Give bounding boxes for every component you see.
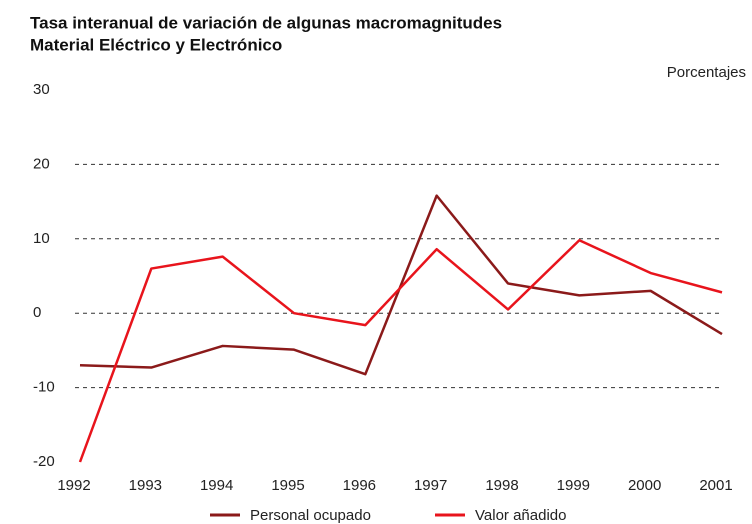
- x-tick-label: 1992: [57, 477, 90, 494]
- chart-subtitle: Material Eléctrico y Electrónico: [30, 35, 282, 54]
- x-tick-label: 1997: [414, 477, 447, 494]
- legend-label: Personal ocupado: [250, 507, 371, 524]
- series-line: [79, 194, 723, 376]
- x-tick-label: 1998: [485, 477, 518, 494]
- x-tick-label: 2000: [628, 477, 661, 494]
- x-tick-label: 1994: [200, 477, 233, 494]
- x-tick-label: 1996: [343, 477, 376, 494]
- series-line: [78, 239, 723, 463]
- x-tick-label: 1993: [129, 477, 162, 494]
- x-tick-label: 1995: [271, 477, 304, 494]
- y-axis-label: Porcentajes: [667, 64, 746, 81]
- y-tick-label: 0: [33, 304, 41, 321]
- y-tick-label: 20: [33, 155, 50, 172]
- y-tick-label: -20: [33, 453, 55, 470]
- x-tick-label: 2001: [699, 477, 732, 494]
- chart-title: Tasa interanual de variación de algunas …: [30, 13, 502, 32]
- legend-label: Valor añadido: [475, 507, 566, 524]
- y-tick-label: 10: [33, 230, 50, 247]
- x-tick-label: 1999: [557, 477, 590, 494]
- y-tick-label: 30: [33, 81, 50, 98]
- y-tick-label: -10: [33, 379, 55, 396]
